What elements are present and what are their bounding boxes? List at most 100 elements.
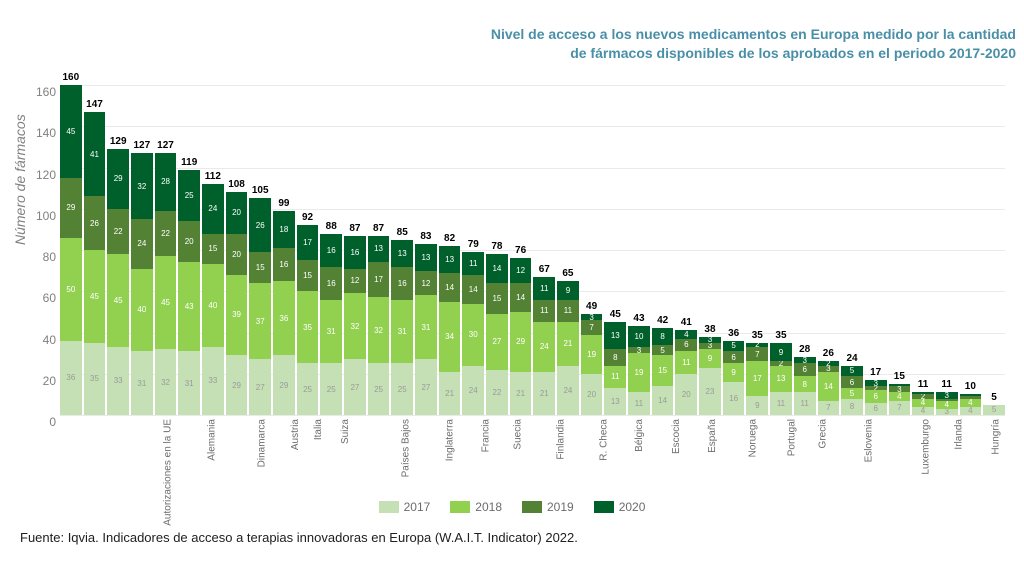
bar-segment: 6 — [841, 376, 863, 388]
bar-stack: 44 — [960, 394, 982, 415]
bar-column: 7621291412 — [510, 85, 532, 415]
bar-segment: 35 — [84, 343, 106, 415]
bar-segment: 4 — [960, 407, 982, 415]
bar-stack: 25311613 — [391, 240, 413, 415]
bar-stack: 25321713 — [368, 236, 390, 415]
bar-total-label: 17 — [870, 367, 881, 378]
bar-total-label: 5 — [991, 392, 997, 403]
bar-segment: 7 — [889, 401, 911, 415]
bar-stack: 91772 — [746, 343, 768, 415]
bar-segment: 21 — [533, 372, 555, 415]
bar-segment: 9 — [770, 343, 792, 362]
bar-segment: 8 — [841, 399, 863, 416]
bar-column: 7924301411 — [462, 85, 484, 415]
bar-total-label: 112 — [205, 171, 221, 182]
bar-segment: 11 — [794, 392, 816, 415]
bar-total-label: 108 — [228, 179, 245, 190]
legend-item: 2020 — [594, 500, 646, 514]
bar-total-label: 85 — [397, 227, 408, 238]
bar-segment: 17 — [297, 225, 319, 260]
bar-column: 11442 — [912, 85, 934, 415]
bar-segment: 13 — [604, 388, 626, 415]
bar-total-label: 127 — [134, 140, 151, 151]
bar-segment: 21 — [439, 372, 461, 415]
bar-segment: 15 — [652, 355, 674, 386]
bar-segment: 9 — [746, 396, 768, 415]
legend-swatch — [379, 501, 399, 513]
bar-segment: 14 — [462, 275, 484, 304]
legend-label: 2018 — [475, 500, 502, 514]
bar-segment: 27 — [415, 359, 437, 415]
bar-segment: 12 — [415, 271, 437, 296]
bar-total-label: 67 — [539, 264, 550, 275]
bar-segment: 23 — [699, 368, 721, 415]
bar-segment: 5 — [841, 388, 863, 398]
bar-segment: 8 — [652, 328, 674, 345]
bar-total-label: 83 — [420, 231, 431, 242]
y-tick-label: 60 — [43, 291, 60, 305]
legend-label: 2019 — [547, 500, 574, 514]
bar-stack: 141558 — [652, 328, 674, 415]
bar-column: 8327311213 — [415, 85, 437, 415]
bar-stack: 35452641 — [84, 112, 106, 415]
bar-column: 2671432 — [818, 85, 840, 415]
bar-total-label: 11 — [941, 379, 952, 390]
bar-total-label: 129 — [110, 136, 127, 147]
legend-item: 2019 — [522, 500, 574, 514]
bar-total-label: 92 — [302, 212, 313, 223]
bar-segment: 6 — [865, 390, 887, 402]
bar-segment: 43 — [178, 262, 200, 351]
bar-segment: 11 — [675, 351, 697, 374]
bar-segment: 22 — [486, 370, 508, 415]
bar-column: 6721241111 — [533, 85, 555, 415]
bar-column: 9225351517 — [297, 85, 319, 415]
bar-total-label: 76 — [515, 245, 526, 256]
bar-column: 12732452228 — [155, 85, 177, 415]
bar-segment: 40 — [202, 264, 224, 347]
bar-stack: 32452228 — [155, 153, 177, 415]
bar-segment: 25 — [391, 363, 413, 415]
bar-segment: 13 — [391, 240, 413, 267]
bar-segment: 4 — [936, 401, 958, 409]
bar-segment: 8 — [604, 349, 626, 366]
bar-segment: 20 — [675, 374, 697, 415]
bar-segment: 20 — [226, 234, 248, 275]
bar-segment: 12 — [510, 258, 532, 283]
bar-segment: 29 — [510, 312, 532, 372]
bar-total-label: 41 — [681, 317, 692, 328]
bar-column: 8825311616 — [320, 85, 342, 415]
bar-total-label: 35 — [775, 330, 786, 341]
grid-line: 0 — [60, 415, 1005, 416]
bar-segment: 29 — [107, 149, 129, 209]
bar-segment: 11 — [533, 300, 555, 323]
bar-total-label: 10 — [965, 381, 976, 392]
y-tick-label: 80 — [43, 250, 60, 264]
bar-column: 3591772 — [746, 85, 768, 415]
bar-segment: 15 — [202, 234, 224, 265]
bar-segment: 11 — [770, 392, 792, 415]
bar-segment: 5 — [652, 345, 674, 355]
bar-segment: 6 — [865, 403, 887, 415]
bar-segment: 29 — [60, 178, 82, 238]
bar-stack: 743 — [889, 384, 911, 415]
bar-stack: 21341413 — [439, 246, 461, 415]
bar-stack: 6623 — [865, 380, 887, 415]
bar-segment: 37 — [249, 283, 271, 359]
bar-total-label: 11 — [918, 379, 929, 390]
bar-segment: 19 — [581, 335, 603, 374]
title-line-2: de fármacos disponibles de los aprobados… — [570, 45, 1016, 61]
bar-column: 451311813 — [604, 85, 626, 415]
bar-stack: 71432 — [818, 361, 840, 415]
y-tick-label: 160 — [36, 85, 60, 99]
bar-segment: 19 — [628, 353, 650, 392]
bar-segment: 5 — [983, 405, 1005, 415]
bar-segment: 7 — [818, 401, 840, 415]
bar-column: 431119310 — [628, 85, 650, 415]
y-tick-label: 20 — [43, 374, 60, 388]
bar-column: 15743 — [889, 85, 911, 415]
bar-segment: 36 — [60, 341, 82, 415]
bar-segment: 31 — [391, 300, 413, 364]
bar-segment: 20 — [581, 374, 603, 415]
chart-plot-area: 020406080100120140160 160365029451473545… — [60, 85, 1005, 415]
bar-total-label: 24 — [846, 353, 857, 364]
